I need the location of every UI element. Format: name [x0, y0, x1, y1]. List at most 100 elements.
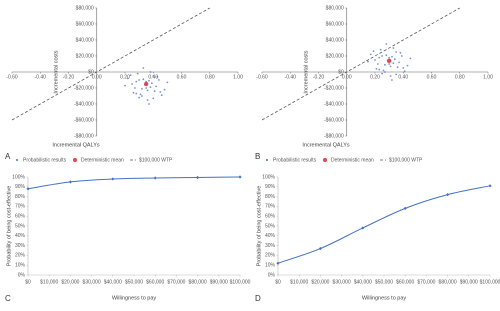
- panel-label: D: [255, 294, 261, 303]
- x-tick-label: $0: [25, 279, 31, 285]
- x-tick-label: $100,000: [230, 279, 251, 285]
- y-tick-label: 10%: [15, 263, 26, 269]
- y-tick-label: 0%: [18, 272, 26, 278]
- sample-point: [163, 88, 166, 91]
- x-tick-label: $20,000: [311, 279, 329, 285]
- sample-point: [374, 59, 376, 61]
- x-tick-label: -0.60: [256, 74, 268, 80]
- sample-point: [378, 68, 381, 71]
- sample-point: [124, 84, 126, 87]
- x-tick-label: $60,000: [396, 279, 414, 285]
- y-tick-label: -$40,000: [324, 101, 344, 107]
- sample-point: [385, 43, 388, 45]
- y-tick-label: 30%: [15, 243, 26, 249]
- sample-point: [129, 74, 132, 77]
- sample-point: [146, 99, 149, 101]
- sample-point: [158, 79, 160, 81]
- sample-point: [148, 79, 150, 82]
- y-tick-label: 90%: [265, 184, 276, 190]
- x-tick-label: 0.40: [148, 74, 158, 80]
- y-tick-label: $40,000: [326, 37, 344, 43]
- y-tick-label: 90%: [15, 184, 26, 190]
- sample-point: [367, 60, 369, 63]
- y-tick-label: 70%: [265, 204, 276, 210]
- y-tick-label: 100%: [12, 174, 25, 180]
- sample-point: [145, 87, 148, 89]
- legend-label: Probabilistic results: [273, 157, 317, 163]
- y-tick-label: $20,000: [326, 53, 344, 59]
- sample-point: [152, 97, 155, 100]
- x-tick-label: 0.20: [120, 74, 130, 80]
- sample-point: [152, 75, 155, 77]
- ceac-point: [318, 246, 322, 251]
- x-tick-label: $10,000: [40, 279, 58, 285]
- legend-label: Deterministic mean: [331, 157, 374, 163]
- sample-point: [155, 85, 157, 88]
- y-axis-label: Incremental costs: [303, 50, 309, 93]
- sample-point: [149, 86, 152, 89]
- y-tick-label: -$80,000: [324, 133, 344, 139]
- x-tick-label: 1.00: [483, 74, 493, 80]
- ceac-point: [488, 184, 492, 188]
- ceac-point: [111, 177, 115, 181]
- ceac-point: [26, 187, 30, 191]
- x-tick-label: $100,000: [480, 279, 500, 285]
- sample-point: [375, 67, 378, 70]
- y-tick-label: -$40,000: [74, 101, 94, 107]
- mean-point: [143, 81, 149, 87]
- x-tick-label: $70,000: [417, 279, 435, 285]
- ceac-point: [153, 176, 157, 180]
- sample-point: [150, 82, 153, 85]
- x-tick-label: 0.60: [427, 74, 437, 80]
- sample-point: [391, 55, 393, 58]
- x-tick-label: $60,000: [146, 279, 164, 285]
- sample-point: [166, 81, 169, 84]
- sample-point: [383, 71, 386, 73]
- panel-label: B: [255, 152, 260, 161]
- sample-point: [142, 78, 145, 81]
- sample-point: [379, 48, 382, 51]
- x-tick-label: 0.60: [177, 74, 187, 80]
- y-tick-label: 80%: [15, 194, 26, 200]
- y-tick-label: $80,000: [326, 5, 344, 11]
- x-tick-label: 0.80: [205, 74, 215, 80]
- y-tick-label: 60%: [265, 214, 276, 220]
- legend-swatch: [73, 158, 77, 162]
- ceac-point: [276, 261, 280, 265]
- x-tick-label: $40,000: [354, 279, 372, 285]
- ceac-point: [196, 175, 200, 180]
- sample-point: [395, 73, 398, 76]
- sample-point: [378, 56, 381, 59]
- x-tick-label: $30,000: [333, 279, 351, 285]
- x-tick-label: $80,000: [439, 279, 457, 285]
- sample-point: [400, 55, 403, 57]
- x-tick-label: $20,000: [61, 279, 79, 285]
- y-axis-label: Probability of being cost-effective: [6, 186, 12, 267]
- sample-point: [160, 94, 163, 97]
- ceac-line: [27, 176, 241, 190]
- sample-point: [381, 72, 383, 75]
- x-tick-label: $50,000: [125, 279, 143, 285]
- x-axis-label: Incremental QALYs: [52, 142, 100, 148]
- sample-point: [156, 75, 159, 78]
- x-tick-label: 0.00: [342, 74, 352, 80]
- x-tick-label: -0.20: [313, 74, 325, 80]
- y-tick-label: $20,000: [76, 53, 94, 59]
- y-tick-label: -$20,000: [324, 85, 344, 91]
- legend-label: $100,000 WTP: [139, 157, 173, 163]
- sample-point: [142, 67, 145, 69]
- x-tick-label: 0.80: [455, 74, 465, 80]
- legend-label: Probabilistic results: [23, 157, 67, 163]
- y-tick-label: 10%: [265, 263, 276, 269]
- x-tick-label: $30,000: [83, 279, 101, 285]
- x-tick-label: -0.60: [6, 74, 18, 80]
- x-tick-label: $10,000: [290, 279, 308, 285]
- mean-point: [386, 58, 392, 63]
- x-tick-label: $90,000: [460, 279, 478, 285]
- y-tick-label: 20%: [15, 253, 26, 259]
- sample-point: [126, 77, 129, 80]
- ceac-point: [446, 193, 450, 197]
- ceac-point: [403, 206, 407, 210]
- y-tick-label: -$20,000: [74, 85, 94, 91]
- sample-point: [385, 54, 388, 57]
